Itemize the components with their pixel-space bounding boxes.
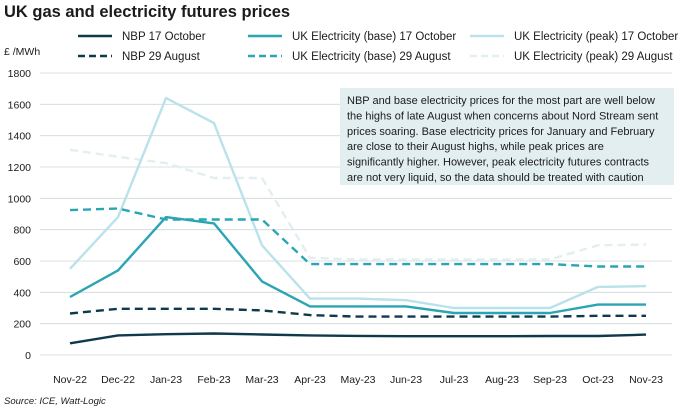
y-tick-label: 600 (13, 256, 31, 268)
x-tick-label: Apr-23 (294, 374, 326, 386)
series-line (69, 215, 646, 315)
annotation-line: prices soaring. Base electricity prices … (347, 126, 655, 138)
y-axis-label: £ /MWh (4, 46, 40, 58)
y-tick-label: 200 (13, 319, 31, 331)
x-tick-label: Sep-23 (533, 374, 567, 386)
x-axis: Nov-22 Dec-22 Jan-23 Feb-23 Mar-23 Apr-23 May-… (53, 374, 663, 386)
series-line (69, 307, 646, 318)
y-tick-label: 1200 (8, 162, 32, 174)
y-tick-label: 1600 (8, 99, 32, 111)
annotation-line: significantly higher. However, peak elec… (347, 157, 650, 169)
legend-label: NBP 17 October (122, 31, 206, 43)
x-tick-label: Oct-23 (582, 374, 614, 386)
series-line (69, 332, 647, 345)
legend: NBP 17 October UK Electricity (base) 17 O… (78, 31, 678, 63)
legend-label: NBP 29 August (122, 51, 201, 63)
legend-label: UK Electricity (peak) 17 October (514, 31, 678, 43)
x-tick-label: Nov-22 (53, 374, 87, 386)
source-note: Source: ICE, Watt-Logic (4, 396, 106, 407)
plot-area (69, 96, 647, 345)
y-axis: 0 200 400 600 800 1000 1200 1400 1600 1800 (8, 68, 32, 362)
x-tick-label: Jan-23 (150, 374, 182, 386)
annotation-background (340, 88, 674, 185)
y-tick-label: 400 (13, 287, 31, 299)
x-tick-label: Aug-23 (485, 374, 519, 386)
x-tick-label: Dec-22 (101, 374, 135, 386)
y-tick-label: 0 (25, 350, 31, 362)
x-tick-label: Jun-23 (390, 374, 422, 386)
annotation-line: the highs of late August when concerns a… (347, 110, 658, 122)
legend-label: UK Electricity (base) 17 October (292, 31, 456, 43)
y-tick-label: 1800 (8, 68, 32, 80)
y-tick-label: 1000 (8, 193, 32, 205)
chart-title: UK gas and electricity futures prices (4, 3, 290, 21)
legend-label: UK Electricity (base) 29 August (292, 51, 451, 63)
x-tick-label: May-23 (340, 374, 375, 386)
annotation-line: NBP and base electricity prices for the … (347, 95, 655, 107)
y-tick-label: 800 (13, 225, 31, 237)
x-tick-label: Mar-23 (245, 374, 278, 386)
series-line (69, 148, 647, 261)
x-tick-label: Nov-23 (629, 374, 663, 386)
series-line (69, 96, 647, 310)
y-tick-label: 1400 (8, 131, 32, 143)
legend-label: UK Electricity (peak) 29 August (514, 51, 673, 63)
annotation-box: NBP and base electricity prices for the … (340, 88, 674, 185)
series-line (69, 207, 646, 268)
x-tick-label: Jul-23 (440, 374, 469, 386)
x-tick-label: Feb-23 (197, 374, 230, 386)
annotation-line: are close to their August highs, while p… (347, 141, 604, 153)
annotation-line: are not very liquid, so the data should … (347, 172, 644, 184)
